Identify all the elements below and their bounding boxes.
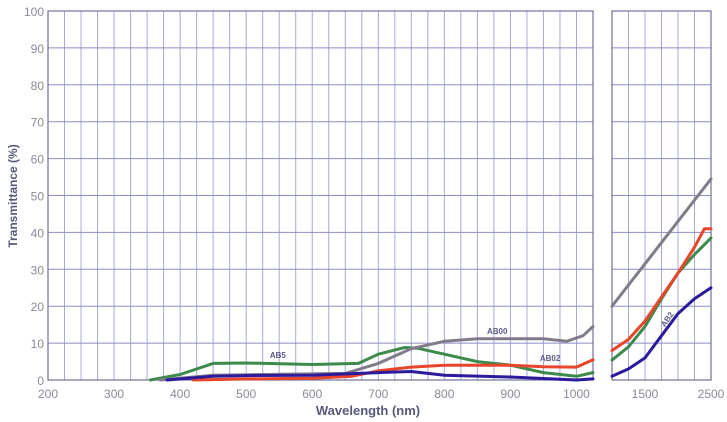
plot-frame [47, 10, 594, 381]
x-tick-label: 700 [368, 387, 388, 401]
y-tick-label: 10 [31, 337, 45, 351]
y-axis-title: Transmittance (%) [6, 144, 20, 247]
x-tick-label: 1000 [563, 387, 590, 401]
x-axis-title: Wavelength (nm) [316, 403, 420, 418]
series-line-ab5 [148, 346, 595, 382]
x-tick-label: 800 [434, 387, 454, 401]
x-tick-label: 200 [38, 387, 58, 401]
y-tick-label: 30 [31, 263, 45, 277]
x-tick-label: 300 [104, 387, 124, 401]
y-tick-label: 100 [24, 5, 44, 19]
x-tick-label: 1500 [632, 387, 659, 401]
y-tick-label: 20 [31, 300, 45, 314]
plot-frame [611, 10, 712, 381]
x-tick-label: 400 [170, 387, 190, 401]
y-tick-label: 80 [31, 79, 45, 93]
y-tick-label: 90 [31, 42, 45, 56]
y-tick-label: 50 [31, 190, 45, 204]
series-line-ab00 [610, 177, 713, 308]
series-label: AB02 [540, 354, 561, 363]
y-tick-label: 70 [31, 116, 45, 130]
x-tick-label: 600 [302, 387, 322, 401]
series-label: AB00 [487, 327, 508, 336]
series-line-ab02 [191, 358, 595, 382]
y-tick-label: 60 [31, 153, 45, 167]
series-line-ab02 [610, 227, 713, 352]
x-tick-label: 2500 [698, 387, 725, 401]
x-tick-label: 500 [236, 387, 256, 401]
series-line-ab2 [165, 370, 595, 382]
x-tick-label: 900 [500, 387, 520, 401]
y-tick-label: 40 [31, 226, 45, 240]
series-label: AB5 [270, 351, 287, 360]
y-tick-label: 0 [37, 374, 44, 388]
series-line-ab2 [610, 286, 713, 378]
